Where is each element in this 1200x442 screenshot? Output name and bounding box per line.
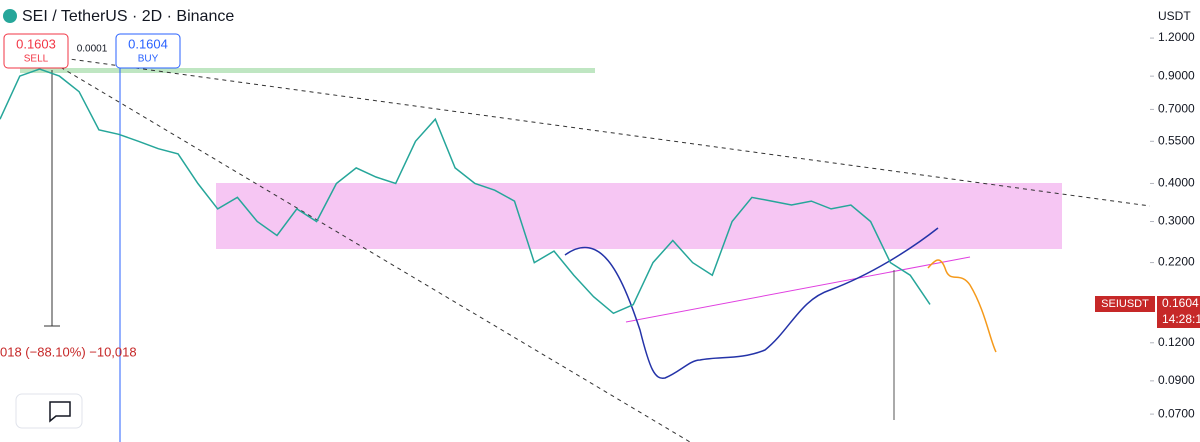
trend-line [39, 54, 691, 442]
axis-panel [1150, 0, 1200, 442]
zone-line [20, 68, 595, 73]
y-tick-label: 1.2000 [1158, 30, 1195, 44]
y-tick-label: 0.1200 [1158, 335, 1195, 349]
price-tag-countdown: 14:28:1 [1162, 312, 1200, 326]
axis-unit: USDT [1158, 9, 1191, 23]
comment-icon[interactable] [49, 401, 71, 423]
sell-label: SELL [24, 54, 49, 65]
y-tick-label: 0.7000 [1158, 102, 1195, 116]
projection-curve [927, 259, 997, 353]
y-tick-label: 0.0700 [1158, 406, 1195, 420]
price-tag-price: 0.1604 [1162, 296, 1199, 310]
price-line [0, 68, 931, 315]
measure-label: 018 (−88.10%) −10,018 [0, 344, 137, 359]
tool-panel[interactable] [15, 393, 83, 429]
y-tick-label: 0.2200 [1158, 255, 1195, 269]
buy-button[interactable] [115, 33, 181, 69]
trend-line [39, 54, 1151, 207]
symbol-icon [3, 9, 17, 23]
sell-button[interactable] [3, 33, 69, 69]
projection-curve [564, 227, 939, 379]
price-tag [1157, 296, 1200, 328]
buy-label: BUY [138, 54, 159, 65]
y-tick-label: 0.3000 [1158, 214, 1195, 228]
buy-price: 0.1604 [128, 36, 168, 51]
symbol-tag [1095, 296, 1155, 312]
support-line [625, 256, 971, 323]
symbol-title[interactable]: SEI / TetherUS · 2D · Binance [22, 8, 234, 25]
y-tick-label: 0.4000 [1158, 176, 1195, 190]
sell-price: 0.1603 [16, 36, 56, 51]
y-tick-label: 0.0900 [1158, 373, 1195, 387]
y-tick-label: 0.9000 [1158, 68, 1195, 82]
y-tick-label: 0.5500 [1158, 133, 1195, 147]
zone [216, 183, 1062, 249]
symbol-tag-text: SEIUSDT [1101, 298, 1149, 310]
spread: 0.0001 [77, 44, 108, 55]
